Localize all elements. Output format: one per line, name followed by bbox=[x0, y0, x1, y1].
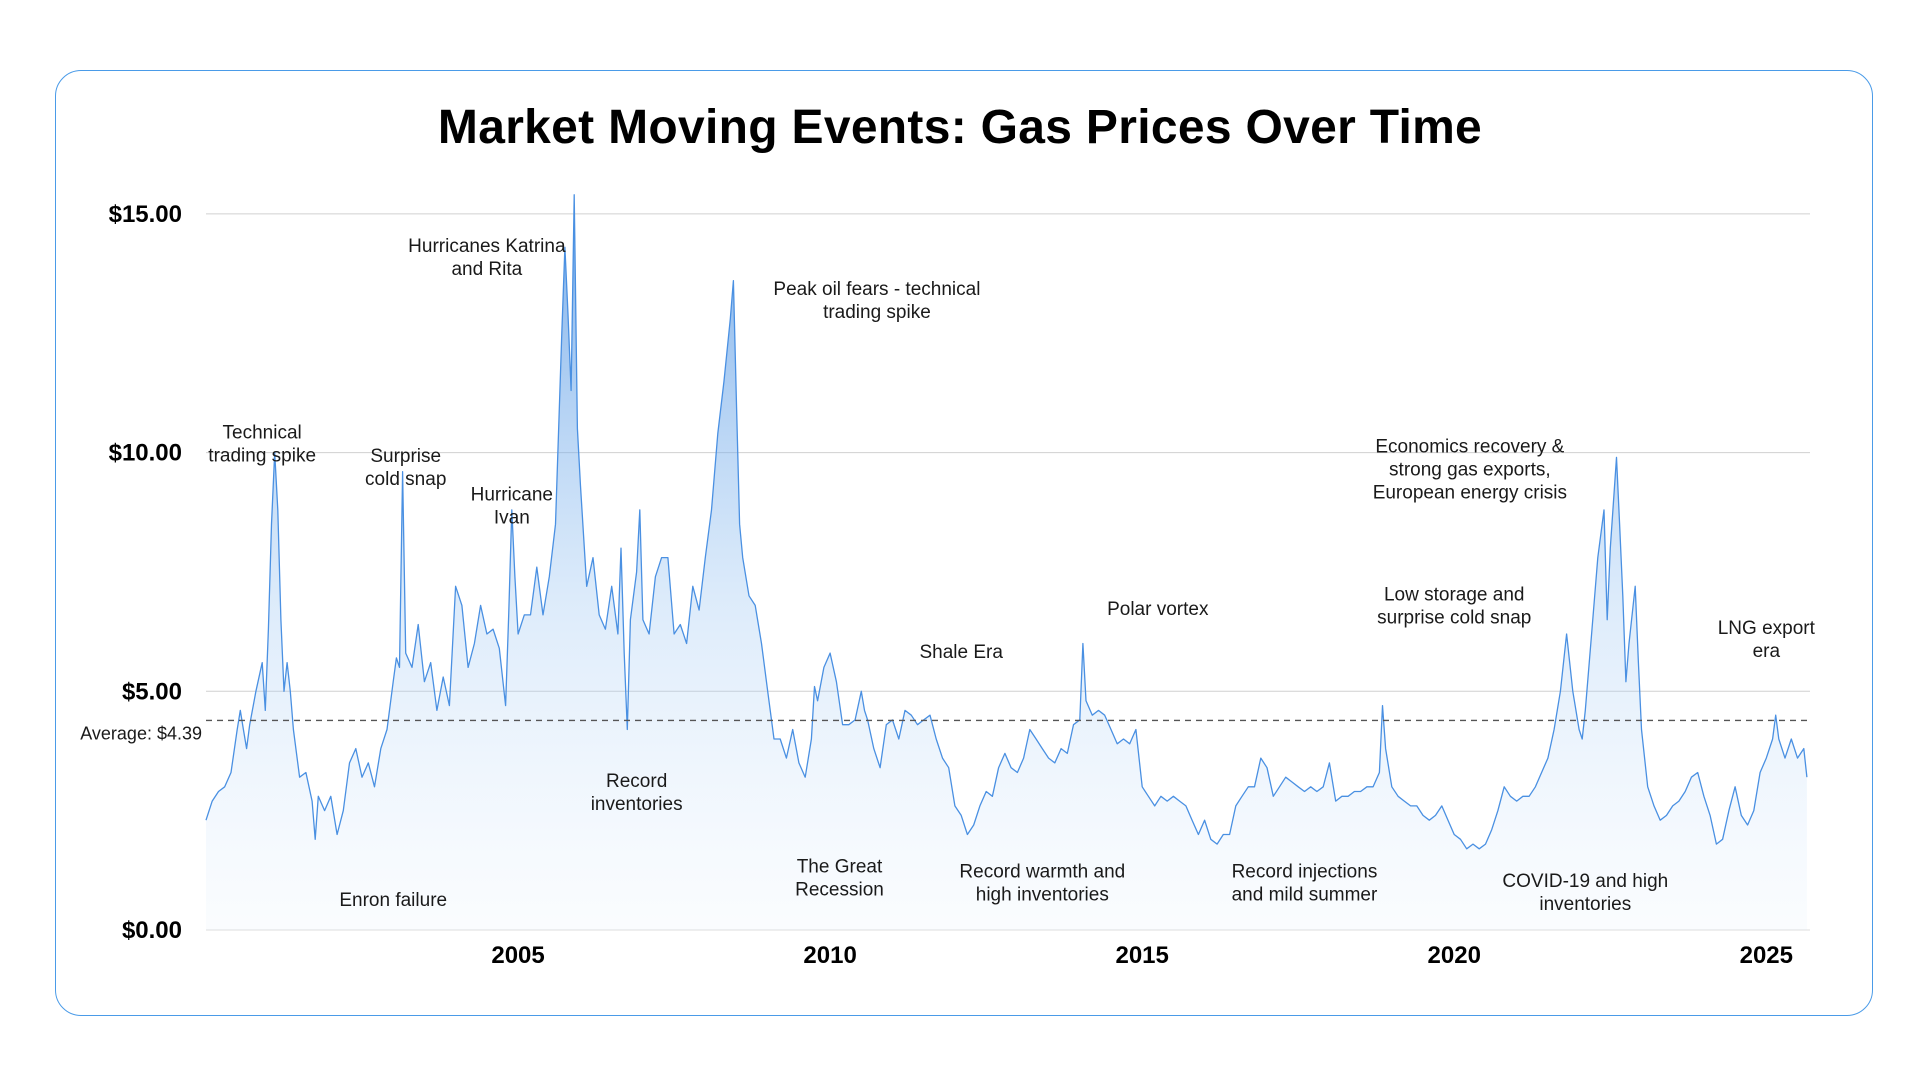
price-line bbox=[205, 194, 1808, 850]
annotation-line: Economics recovery & bbox=[1375, 437, 1564, 458]
annotation-line: Hurricane bbox=[471, 484, 553, 505]
annotation-line: surprise cold snap bbox=[1377, 608, 1531, 629]
price-area bbox=[205, 194, 1808, 931]
annotation-line: Hurricanes Katrina bbox=[408, 236, 566, 257]
annotation: LNG export era bbox=[1718, 618, 1816, 662]
annotation: Low storage and surprise cold snap bbox=[1377, 585, 1531, 629]
annotation-line: era bbox=[1753, 641, 1781, 662]
y-tick-label: $10.00 bbox=[109, 440, 182, 467]
y-tick-label: $0.00 bbox=[122, 917, 182, 944]
x-tick-label: 2025 bbox=[1740, 942, 1793, 969]
annotation-line: The Great bbox=[797, 857, 883, 878]
annotation-line: inventories bbox=[1539, 894, 1631, 915]
chart-title: Market Moving Events: Gas Prices Over Ti… bbox=[437, 101, 1483, 154]
average-line-group: Average: $4.39 bbox=[80, 719, 1810, 743]
x-tick-label: 2015 bbox=[1115, 942, 1168, 969]
annotations: Technical trading spike Surprise cold snapH… bbox=[208, 236, 1815, 915]
annotation-line: high inventories bbox=[976, 884, 1109, 905]
annotation: Technical trading spike bbox=[208, 422, 316, 466]
annotation-line: inventories bbox=[591, 794, 683, 815]
annotation: Surprise cold snap bbox=[365, 446, 446, 490]
average-label: Average: $4.39 bbox=[80, 723, 202, 743]
annotation: Hurricane Ivan bbox=[471, 484, 553, 528]
annotation: Peak oil fears - technical trading spike bbox=[773, 279, 980, 323]
annotation-line: strong gas exports, bbox=[1389, 460, 1551, 481]
x-tick-label: 2005 bbox=[491, 942, 544, 969]
y-tick-label: $5.00 bbox=[122, 678, 182, 705]
x-tick-label: 2010 bbox=[803, 942, 856, 969]
annotation-line: Surprise bbox=[370, 446, 441, 467]
annotation: Record inventories bbox=[591, 771, 683, 815]
annotation: Polar vortex bbox=[1107, 599, 1209, 620]
annotation: COVID-19 and high inventories bbox=[1502, 871, 1668, 915]
annotation-line: and Rita bbox=[451, 259, 522, 280]
annotation-line: Technical bbox=[223, 422, 302, 443]
annotation: Hurricanes Katrina and Rita bbox=[408, 236, 566, 280]
annotation: Record warmth and high inventories bbox=[959, 861, 1125, 905]
annotation-line: European energy crisis bbox=[1373, 483, 1567, 504]
annotation-line: Shale Era bbox=[919, 642, 1003, 663]
annotation-line: COVID-19 and high bbox=[1502, 871, 1668, 892]
annotation-line: trading spike bbox=[208, 445, 316, 466]
annotation: Economics recovery & strong gas exports, E… bbox=[1373, 437, 1567, 504]
annotation-line: and mild summer bbox=[1232, 884, 1378, 905]
annotation: Enron failure bbox=[339, 890, 447, 911]
annotation-line: Record injections bbox=[1232, 861, 1378, 882]
annotation-line: Low storage and bbox=[1384, 585, 1525, 606]
annotation-line: Peak oil fears - technical bbox=[773, 279, 980, 300]
y-tick-label: $15.00 bbox=[109, 201, 182, 228]
annotation-line: cold snap bbox=[365, 469, 446, 490]
annotation-line: trading spike bbox=[823, 302, 931, 323]
annotation-line: LNG export bbox=[1718, 618, 1816, 639]
annotation-line: Record warmth and bbox=[959, 861, 1125, 882]
annotation: The Great Recession bbox=[795, 857, 884, 901]
annotation: Record injections and mild summer bbox=[1232, 861, 1378, 905]
annotation-line: Ivan bbox=[494, 507, 530, 528]
annotation-line: Record bbox=[606, 771, 667, 792]
annotation-line: Polar vortex bbox=[1107, 599, 1209, 620]
x-tick-label: 2020 bbox=[1428, 942, 1481, 969]
annotation-line: Recession bbox=[795, 880, 884, 901]
annotation-line: Enron failure bbox=[339, 890, 447, 911]
axes: $0.00 $5.00 $10.00 $15.00 2005 2010 2015 2020 20… bbox=[109, 201, 1793, 969]
price-area-fill bbox=[206, 194, 1807, 931]
annotation: Shale Era bbox=[919, 642, 1003, 663]
